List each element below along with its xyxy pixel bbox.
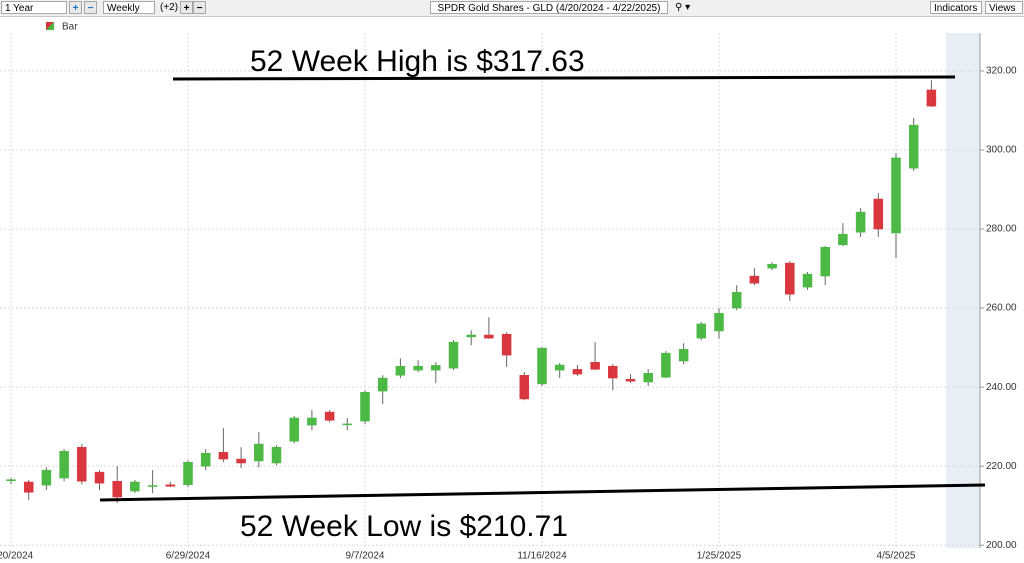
y-tick-label: 200.00 bbox=[986, 540, 1017, 551]
y-tick-label: 220.00 bbox=[986, 461, 1017, 472]
candle-body bbox=[6, 479, 16, 482]
candle-body bbox=[112, 480, 122, 498]
candle-body bbox=[767, 263, 777, 269]
candle-body bbox=[908, 124, 919, 169]
candle-body bbox=[891, 157, 901, 234]
x-tick-label: 11/16/2024 bbox=[517, 551, 567, 562]
candle-body bbox=[678, 348, 689, 362]
range-select[interactable]: 1 Year bbox=[1, 1, 67, 14]
indicators-button[interactable]: Indicators bbox=[930, 1, 982, 14]
candle-body bbox=[838, 233, 848, 246]
candle-body bbox=[183, 461, 193, 486]
candle-body bbox=[820, 246, 830, 277]
candle-body bbox=[608, 365, 618, 379]
candle-body bbox=[519, 375, 530, 400]
candle-body bbox=[785, 262, 795, 295]
y-tick-label: 300.00 bbox=[986, 145, 1017, 156]
high-line bbox=[172, 75, 956, 81]
candle-body bbox=[855, 211, 866, 233]
candle-body bbox=[23, 481, 34, 493]
candle-body bbox=[926, 89, 937, 107]
candle-body bbox=[501, 333, 512, 356]
candle-body bbox=[714, 312, 724, 332]
candle-body bbox=[324, 411, 335, 421]
candle-body bbox=[625, 378, 636, 382]
candle-body bbox=[537, 347, 547, 385]
legend-icon-up bbox=[46, 22, 54, 30]
x-tick-label: 4/5/2025 bbox=[877, 551, 916, 562]
candle-body bbox=[466, 334, 476, 338]
views-button[interactable]: Views bbox=[985, 1, 1023, 14]
candle-body bbox=[377, 377, 388, 392]
candle-body bbox=[431, 365, 441, 371]
candle-body bbox=[395, 365, 406, 376]
interval-select[interactable]: Weekly bbox=[103, 1, 155, 14]
symbol-box[interactable]: SPDR Gold Shares - GLD (4/20/2024 - 4/22… bbox=[430, 1, 668, 14]
low-line bbox=[99, 483, 986, 502]
toolbar: 1 Year + − Weekly (+2) + − SPDR Gold Sha… bbox=[0, 0, 1024, 17]
candle-body bbox=[590, 361, 600, 370]
candle-body bbox=[360, 392, 370, 422]
candle-body bbox=[749, 275, 760, 284]
y-tick-label: 320.00 bbox=[986, 66, 1017, 77]
candle-body bbox=[59, 450, 69, 479]
candle-body bbox=[643, 373, 653, 383]
candle-body bbox=[448, 341, 459, 369]
y-tick-label: 240.00 bbox=[986, 382, 1017, 393]
low-annotation: 52 Week Low is $210.71 bbox=[240, 510, 568, 543]
candle-body bbox=[77, 446, 87, 482]
candle-body bbox=[236, 458, 246, 464]
y-tick-label: 260.00 bbox=[986, 303, 1017, 314]
candle-body bbox=[572, 369, 583, 375]
legend-label: Bar bbox=[62, 22, 78, 33]
candle-body bbox=[200, 452, 211, 467]
candle-body bbox=[484, 334, 494, 339]
zoom-in[interactable]: + bbox=[69, 1, 82, 14]
candle-body bbox=[873, 198, 884, 230]
x-tick-label: 9/7/2024 bbox=[346, 551, 385, 562]
extra-count: (+2) bbox=[160, 2, 179, 13]
candle-body bbox=[802, 273, 813, 288]
candle-body bbox=[554, 364, 565, 371]
candle-body bbox=[147, 485, 158, 487]
candle-body bbox=[289, 417, 299, 442]
candle-body bbox=[94, 471, 105, 484]
candle-body bbox=[342, 423, 353, 426]
candle-body bbox=[696, 323, 707, 339]
x-tick-label: 1/25/2025 bbox=[697, 551, 742, 562]
x-tick-label: 6/29/2024 bbox=[166, 551, 211, 562]
zoom-out[interactable]: − bbox=[84, 1, 97, 14]
future-region bbox=[946, 33, 980, 548]
candle-body bbox=[165, 484, 176, 487]
add-button[interactable]: + bbox=[180, 1, 193, 14]
remove-button[interactable]: − bbox=[193, 1, 206, 14]
candle-body bbox=[271, 446, 282, 464]
search-icon[interactable]: ⚲ ▾ bbox=[675, 2, 691, 13]
y-tick-label: 280.00 bbox=[986, 224, 1017, 235]
x-tick-label: 4/20/2024 bbox=[0, 551, 34, 562]
candle-body bbox=[413, 365, 423, 371]
candle-body bbox=[307, 417, 317, 426]
candle-body bbox=[41, 469, 52, 486]
candle-body bbox=[254, 443, 264, 462]
candle-body bbox=[130, 481, 140, 492]
candle-body bbox=[218, 452, 229, 460]
high-annotation: 52 Week High is $317.63 bbox=[250, 45, 585, 78]
candle-body bbox=[731, 292, 742, 309]
candle-body bbox=[661, 352, 671, 378]
